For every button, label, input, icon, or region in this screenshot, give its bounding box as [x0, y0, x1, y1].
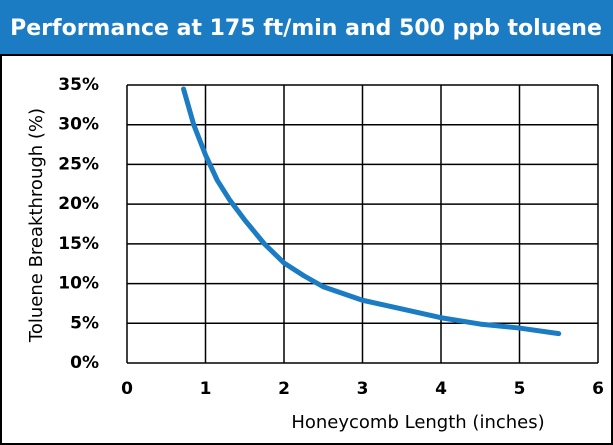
y-tick-label: 10%: [58, 274, 99, 294]
x-tick-label: 5: [514, 379, 526, 399]
y-tick-label: 25%: [58, 154, 99, 174]
x-tick-label: 6: [592, 379, 604, 399]
y-axis-label: Toluene Breakthrough (%): [26, 108, 47, 343]
y-tick-label: 15%: [58, 234, 99, 254]
title-banner: [0, 0, 613, 55]
x-tick-label: 4: [435, 379, 447, 399]
x-axis-label: Honeycomb Length (inches): [291, 412, 544, 433]
x-tick-label: 2: [278, 379, 290, 399]
chart-border: [0, 54, 613, 445]
y-tick-label: 5%: [70, 313, 99, 333]
y-tick-label: 0%: [70, 353, 99, 373]
x-tick-label: 1: [200, 379, 212, 399]
y-tick-label: 30%: [58, 115, 99, 135]
chart-title: Performance at 175 ft/min and 500 ppb to…: [10, 16, 602, 41]
x-tick-label: 3: [357, 379, 369, 399]
y-tick-label: 20%: [58, 194, 99, 214]
data-line: [181, 86, 562, 337]
x-tick-label: 0: [121, 379, 133, 399]
y-tick-label: 35%: [58, 75, 99, 95]
